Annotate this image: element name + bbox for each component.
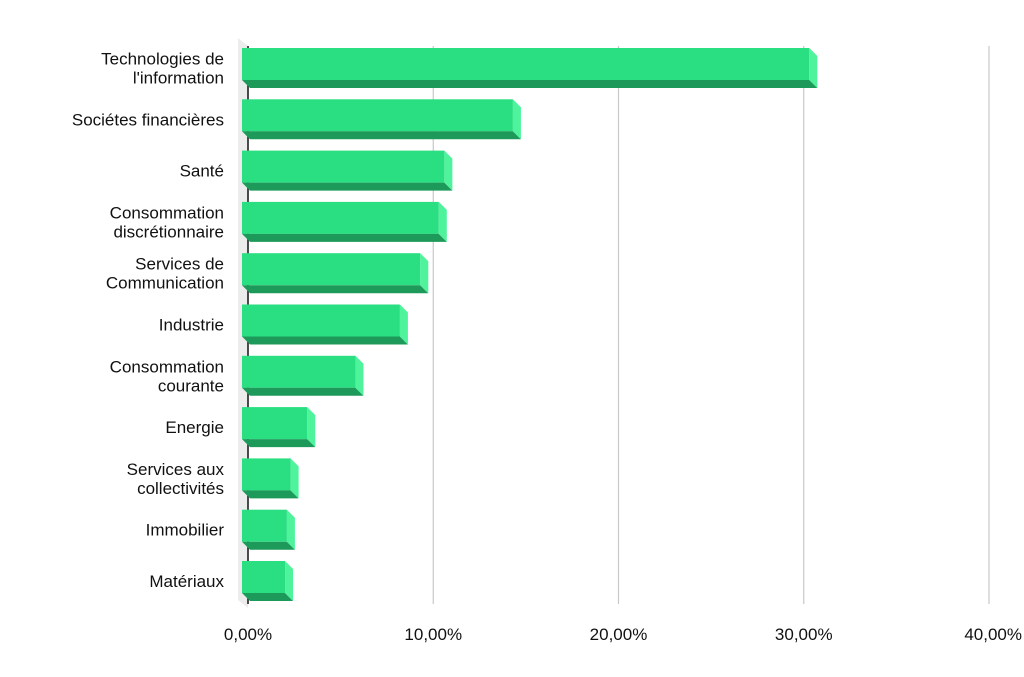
bars [242, 48, 818, 601]
bar-bottom [242, 285, 429, 294]
category-label: Consommation discrétionnaire [110, 203, 224, 241]
bar-front [242, 561, 286, 593]
category-label-line: Technologies de [101, 50, 224, 69]
category-label: Santé [180, 162, 224, 181]
x-tick-label: 20,00% [590, 625, 648, 644]
category-label-line: Energie [165, 418, 224, 437]
bar-end [438, 201, 447, 242]
category-label-line: Services aux [127, 460, 225, 479]
bar-bottom [242, 439, 316, 448]
category-label: Services de Communication [106, 255, 224, 293]
category-label-line: Industrie [159, 316, 224, 335]
category-label-line: collectivités [137, 479, 224, 498]
bar-front [242, 458, 291, 491]
bar-front [242, 99, 513, 132]
x-tick-label: 40,00% [964, 625, 1022, 644]
category-label-line: Services de [135, 255, 224, 274]
bar-front [242, 407, 308, 440]
category-labels: Technologies de l'information Sociétes fin… [72, 50, 225, 592]
category-label: Technologies de l'information [101, 50, 224, 88]
category-label: Consommation courante [110, 357, 224, 395]
bar-front [242, 304, 400, 337]
bar-end [420, 253, 429, 294]
bar-bottom [242, 387, 364, 396]
bar [242, 48, 818, 88]
x-tick-label: 30,00% [775, 625, 833, 644]
category-label-line: Santé [180, 162, 224, 181]
category-label-line: Consommation [110, 203, 224, 222]
category-label: Sociétes financières [72, 110, 224, 129]
bar-front [242, 48, 810, 80]
bar [242, 99, 521, 140]
bar [242, 150, 453, 191]
bar-end [444, 150, 453, 191]
bar-bottom [242, 541, 295, 550]
bar-bottom [242, 80, 818, 88]
category-label: Industrie [159, 316, 224, 335]
category-label-line: Communication [106, 274, 224, 293]
bar-bottom [242, 490, 299, 499]
x-tick-label: 0,00% [224, 625, 272, 644]
category-label: Matériaux [149, 572, 224, 591]
bar-front [242, 150, 445, 183]
bar-end [512, 99, 521, 140]
bar-end [355, 355, 364, 396]
category-label: Services aux collectivités [127, 460, 225, 498]
bar [242, 355, 364, 396]
bar-end [809, 48, 818, 88]
category-label: Immobilier [146, 521, 225, 540]
x-tick-label: 10,00% [404, 625, 462, 644]
bar-bottom [242, 336, 408, 345]
bar [242, 509, 295, 550]
bar-bottom [242, 131, 521, 140]
category-label-line: Consommation [110, 357, 224, 376]
bar [242, 561, 294, 601]
bar-front [242, 355, 356, 388]
bar [242, 407, 316, 448]
bar [242, 201, 447, 242]
category-label-line: l'information [133, 69, 224, 88]
bar-end [307, 407, 316, 448]
bar-front [242, 253, 421, 286]
category-label-line: discrétionnaire [113, 222, 224, 241]
bar-front [242, 201, 439, 234]
bar-bottom [242, 233, 447, 242]
x-tick-labels: 0,00% 10,00% 20,00% 30,00% 40,00% [224, 625, 1022, 644]
bar-end [286, 509, 295, 550]
bar-bottom [242, 593, 294, 601]
grid-lines [432, 46, 990, 604]
category-label-line: Immobilier [146, 521, 225, 540]
bar-end [285, 561, 294, 601]
bar [242, 253, 429, 294]
category-label-line: Sociétes financières [72, 110, 224, 129]
bar-end [290, 458, 299, 499]
bar [242, 304, 408, 345]
category-label-line: courante [158, 376, 224, 395]
category-label-line: Matériaux [149, 572, 224, 591]
bar-end [399, 304, 408, 345]
bar-bottom [242, 182, 453, 191]
category-label: Energie [165, 418, 224, 437]
bar [242, 458, 299, 499]
bar-front [242, 509, 287, 542]
